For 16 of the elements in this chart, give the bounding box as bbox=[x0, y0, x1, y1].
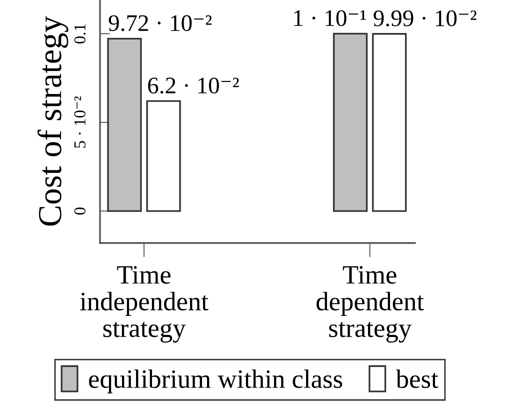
legend-label: best bbox=[396, 369, 438, 388]
data-label: 9.72 · 10⁻² bbox=[108, 15, 212, 32]
y-tick-label: 0 bbox=[74, 208, 86, 215]
x-tick-label: Time independent strategy bbox=[80, 266, 208, 343]
bar bbox=[372, 33, 407, 212]
x-tick-label: Time dependent strategy bbox=[316, 266, 424, 343]
y-tick-label: 0.1 bbox=[74, 24, 86, 44]
bar bbox=[332, 32, 368, 212]
bar bbox=[146, 100, 181, 212]
bar bbox=[107, 38, 142, 212]
data-label: 6.2 · 10⁻² bbox=[148, 78, 239, 94]
legend-label: equilibrium within class bbox=[89, 369, 342, 394]
y-axis-title: Cost of strategy bbox=[38, 16, 68, 226]
data-label: 9.99 · 10⁻² bbox=[374, 10, 476, 26]
y-tick-label: 5 · 10⁻² bbox=[74, 96, 86, 148]
data-label: 1 · 10⁻¹ bbox=[294, 10, 366, 26]
